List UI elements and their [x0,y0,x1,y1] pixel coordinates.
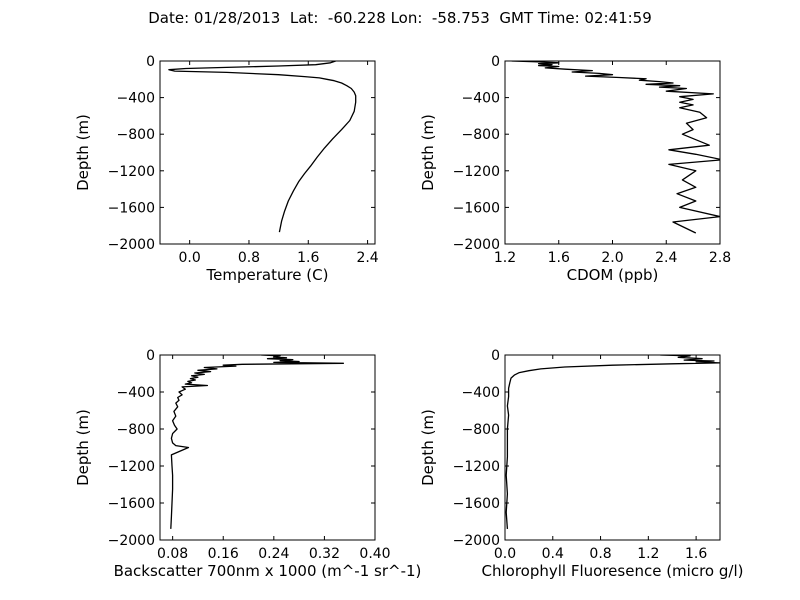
figure-title: Date: 01/28/2013 Lat: -60.228 Lon: -58.7… [148,9,652,27]
cdom-ytick-label: −2000 [453,237,500,253]
temperature-series-line [168,61,357,233]
subplot-cdom: 1.2 1.6 2.0 2.4 2.8 0 −400 −800 −1200 −1600 −2000 C… [419,54,731,284]
cdom-ytick-label: −1200 [453,164,500,180]
backscatter-ytick-label: −2000 [108,533,155,549]
temperature-axes-frame [159,60,376,245]
chlorophyll-ytick-label: −2000 [453,533,500,549]
backscatter-axes-frame [159,354,376,541]
temperature-xtick-label: 0.0 [179,250,201,266]
chlorophyll-ytick-label: −1200 [453,459,500,475]
temperature-xlabel: Temperature (C) [206,266,329,284]
backscatter-ytick-label: 0 [146,348,155,364]
cdom-ytick-label: −800 [462,127,500,143]
temperature-xtick-label: 1.6 [297,250,319,266]
chlorophyll-xtick-label: 1.6 [685,546,707,562]
backscatter-xlabel: Backscatter 700nm x 1000 (m^-1 sr^-1) [114,562,422,580]
subplot-backscatter: 0.08 0.16 0.24 0.32 0.40 0 −400 −800 −1200 −1600 −… [74,348,421,580]
subplot-temperature: 0.0 0.8 1.6 2.4 0 −400 −800 −1200 −1600 −2000 Temp… [74,54,379,284]
temperature-ylabel: Depth (m) [74,114,92,191]
temperature-ytick-label: −2000 [108,237,155,253]
backscatter-ytick-label: −800 [117,422,155,438]
chlorophyll-xtick-label: 1.2 [637,546,659,562]
chlorophyll-xtick-label: 0.4 [542,546,564,562]
backscatter-ytick-label: −400 [117,385,155,401]
cdom-xlabel: CDOM (ppb) [567,266,659,284]
backscatter-series-line [170,355,345,529]
chlorophyll-ytick-label: 0 [491,348,500,364]
cdom-series-line [511,61,720,234]
temperature-xtick-label: 0.8 [238,250,260,266]
chlorophyll-xtick-label: 0.8 [589,546,611,562]
subplot-chlorophyll: 0.0 0.4 0.8 1.2 1.6 0 −400 −800 −1200 −1600 −2000 C… [419,348,743,580]
temperature-ytick-label: −1200 [108,164,155,180]
backscatter-ytick-label: −1600 [108,496,155,512]
temperature-xtick-label: 2.4 [356,250,378,266]
temperature-ytick-label: −1600 [108,200,155,216]
cdom-ytick-label: 0 [491,54,500,70]
backscatter-xtick-label: 0.16 [208,546,239,562]
chlorophyll-axes-frame [504,354,721,541]
backscatter-xtick-label: 0.40 [359,546,390,562]
chlorophyll-ytick-label: −400 [462,385,500,401]
chlorophyll-series-line [505,355,720,529]
cdom-xtick-label: 2.4 [655,250,677,266]
chlorophyll-ylabel: Depth (m) [419,409,437,486]
chlorophyll-ytick-label: −800 [462,422,500,438]
cdom-ytick-label: −1600 [453,200,500,216]
cdom-xtick-label: 2.0 [601,250,623,266]
backscatter-xtick-label: 0.08 [157,546,188,562]
cdom-xtick-label: 2.8 [709,250,731,266]
chlorophyll-ytick-label: −1600 [453,496,500,512]
temperature-ytick-label: −400 [117,91,155,107]
backscatter-ylabel: Depth (m) [74,409,92,486]
cdom-ylabel: Depth (m) [419,114,437,191]
temperature-ytick-label: −800 [117,127,155,143]
chlorophyll-xtick-label: 0.0 [494,546,516,562]
cdom-xtick-label: 1.2 [494,250,516,266]
temperature-ytick-label: 0 [146,54,155,70]
backscatter-xtick-label: 0.32 [309,546,340,562]
chlorophyll-xlabel: Chlorophyll Fluoresence (micro g/l) [482,562,744,580]
cdom-xtick-label: 1.6 [548,250,570,266]
backscatter-xtick-label: 0.24 [258,546,289,562]
backscatter-ytick-label: −1200 [108,459,155,475]
cdom-ytick-label: −400 [462,91,500,107]
